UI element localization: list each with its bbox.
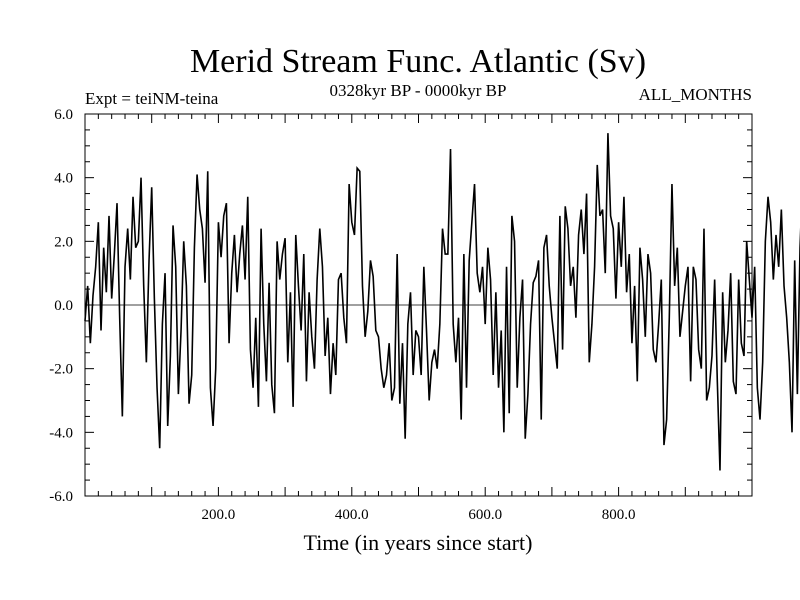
period-label: 0328kyr BP - 0000kyr BP — [330, 81, 507, 100]
y-tick-label: -2.0 — [49, 362, 73, 378]
x-axis-label: Time (in years since start) — [304, 530, 533, 555]
y-tick-label: 6.0 — [54, 107, 73, 123]
data-series-line — [84, 133, 800, 471]
x-tick-label: 400.0 — [335, 507, 369, 523]
y-tick-label: 2.0 — [54, 234, 73, 250]
x-tick-label: 800.0 — [602, 507, 636, 523]
x-tick-label: 200.0 — [202, 507, 236, 523]
experiment-label: Expt = teiNM-teina — [85, 89, 219, 108]
months-label: ALL_MONTHS — [639, 85, 752, 104]
x-tick-label: 600.0 — [468, 507, 502, 523]
y-tick-label: 0.0 — [54, 298, 73, 314]
y-tick-label: -4.0 — [49, 425, 73, 441]
y-tick-label: -6.0 — [49, 489, 73, 505]
y-tick-label: 4.0 — [54, 171, 73, 187]
chart-title: Merid Stream Func. Atlantic (Sv) — [190, 43, 646, 80]
plot-area: 200.0 400.0 600.0 800.0 -6.0 -4.0 -2.0 0.0 2.0 4.… — [49, 107, 800, 523]
